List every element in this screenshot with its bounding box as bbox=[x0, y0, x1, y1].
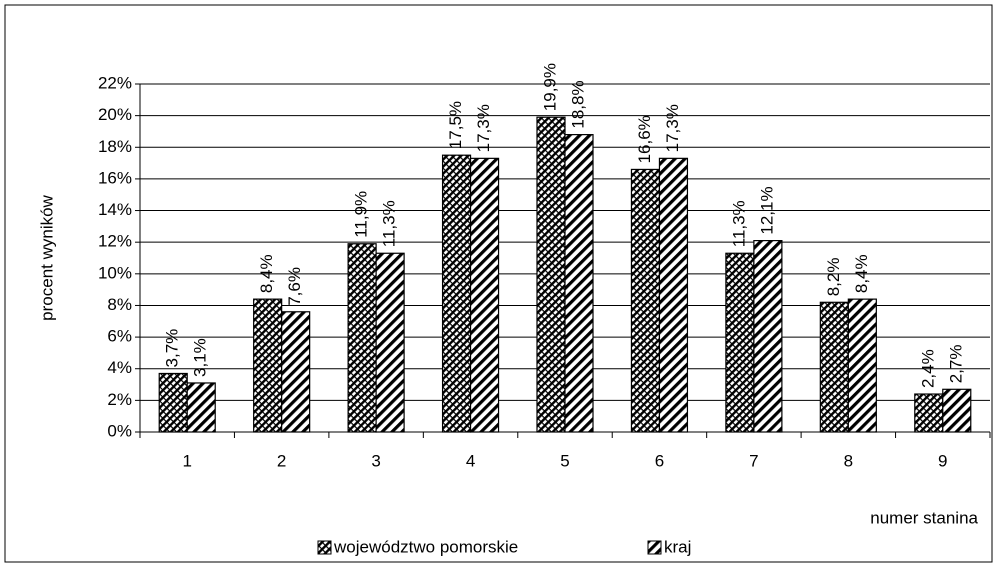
y-tick-label: 0% bbox=[107, 421, 132, 440]
y-tick-label: 8% bbox=[107, 295, 132, 314]
x-tick-label: 7 bbox=[749, 451, 758, 470]
y-tick-label: 22% bbox=[98, 73, 132, 92]
y-tick-label: 20% bbox=[98, 105, 132, 124]
y-tick-label: 14% bbox=[98, 200, 132, 219]
y-tick-label: 2% bbox=[107, 390, 132, 409]
bar bbox=[347, 243, 377, 433]
bar bbox=[942, 388, 972, 433]
y-tick-label: 10% bbox=[98, 263, 132, 282]
x-tick-label: 9 bbox=[938, 451, 947, 470]
x-tick-label: 8 bbox=[844, 451, 853, 470]
value-label: 11,3% bbox=[380, 200, 399, 247]
x-tick-label: 1 bbox=[182, 451, 191, 470]
bar bbox=[658, 157, 689, 433]
bar bbox=[536, 116, 566, 433]
y-tick-label: 18% bbox=[98, 137, 132, 156]
bar bbox=[441, 154, 472, 433]
x-tick-label: 3 bbox=[371, 451, 380, 470]
legend-swatch bbox=[647, 540, 662, 555]
value-label: 3,7% bbox=[163, 329, 182, 368]
y-tick-label: 6% bbox=[107, 327, 132, 346]
x-tick-label: 4 bbox=[466, 451, 475, 470]
value-label: 3,1% bbox=[191, 338, 210, 377]
value-label: 2,7% bbox=[946, 345, 965, 384]
value-label: 2,4% bbox=[918, 349, 937, 388]
y-tick-label: 4% bbox=[107, 358, 132, 377]
value-label: 18,8% bbox=[568, 80, 587, 128]
value-label: 17,3% bbox=[474, 104, 493, 152]
bar bbox=[847, 298, 877, 433]
x-tick-label: 5 bbox=[560, 451, 569, 470]
bar bbox=[253, 298, 283, 433]
value-label: 8,2% bbox=[824, 258, 843, 297]
y-tick-label: 12% bbox=[98, 232, 132, 251]
x-axis-label: numer stanina bbox=[870, 508, 978, 527]
bar bbox=[630, 168, 661, 433]
bar bbox=[469, 157, 500, 433]
bar bbox=[564, 134, 594, 433]
x-tick-label: 6 bbox=[655, 451, 664, 470]
bar bbox=[158, 372, 188, 433]
bar bbox=[281, 311, 311, 433]
value-label: 7,6% bbox=[285, 267, 304, 306]
bar bbox=[725, 252, 755, 433]
bar bbox=[753, 240, 783, 433]
legend-label: kraj bbox=[664, 537, 691, 556]
value-label: 8,4% bbox=[257, 254, 276, 293]
value-label: 17,5% bbox=[446, 101, 465, 149]
value-label: 19,9% bbox=[540, 63, 559, 111]
legend-label: województwo pomorskie bbox=[333, 537, 518, 556]
value-label: 11,9% bbox=[352, 191, 371, 238]
y-tick-label: 16% bbox=[98, 168, 132, 187]
value-label: 11,3% bbox=[729, 200, 748, 247]
value-label: 16,6% bbox=[635, 115, 654, 163]
value-label: 12,1% bbox=[757, 186, 776, 234]
y-axis-label: procent wyników bbox=[37, 194, 56, 320]
bar bbox=[375, 252, 405, 433]
bar bbox=[819, 301, 849, 433]
value-label: 8,4% bbox=[852, 254, 871, 293]
value-label: 17,3% bbox=[663, 104, 682, 152]
x-tick-label: 2 bbox=[277, 451, 286, 470]
bar bbox=[186, 382, 216, 433]
bar bbox=[914, 393, 944, 433]
legend-swatch bbox=[317, 540, 332, 555]
